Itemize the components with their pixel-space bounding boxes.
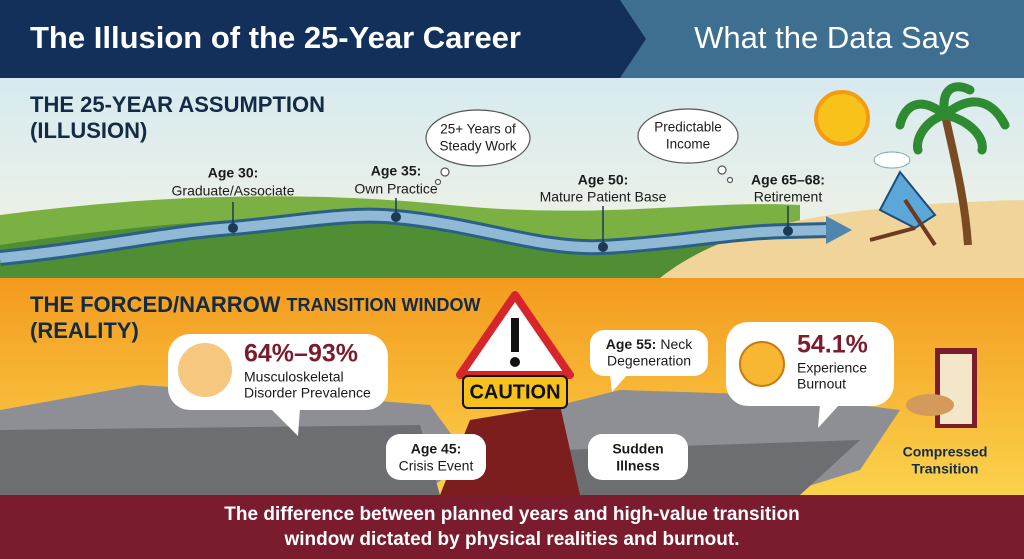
msk-stat: 64%–93%	[244, 340, 358, 368]
section-title: (ILLUSION)	[30, 118, 147, 143]
milestone-age: Age 50:	[578, 172, 629, 188]
title-small: TRANSITION WINDOW	[287, 295, 481, 315]
neck-text: Age 55: Neck	[606, 336, 693, 352]
thought-text: Steady Work	[439, 139, 516, 154]
milestone-age: Age 35:	[371, 163, 422, 179]
section-title: THE 25-YEAR ASSUMPTION	[30, 92, 325, 117]
milestone-label: Own Practice	[354, 181, 437, 197]
back-icon	[178, 343, 232, 397]
callout-tail	[818, 404, 840, 428]
footer-text: The difference between planned years and…	[224, 504, 799, 525]
sand	[660, 200, 1024, 278]
milestone-dots	[228, 212, 793, 252]
exclaim	[511, 318, 519, 352]
header-subtitle: What the Data Says	[694, 20, 970, 55]
title-big: THE FORCED/NARROW	[30, 292, 281, 317]
exit-text: Transition	[912, 461, 979, 477]
msk-text: Disorder Prevalence	[244, 385, 371, 401]
header-left-bg	[0, 0, 646, 78]
palm-trunk	[941, 114, 972, 246]
caution-sign	[462, 375, 568, 409]
stressed-face	[739, 341, 785, 387]
crisis-age: Age 45:	[411, 441, 462, 457]
footer-bg	[0, 495, 1024, 559]
illness-text: Sudden	[612, 441, 663, 457]
section-title: THE FORCED/NARROW TRANSITION WINDOW	[30, 292, 481, 317]
neck-text: Degeneration	[607, 353, 691, 369]
exit-text: Compressed	[903, 444, 988, 460]
milestone-label: Retirement	[754, 189, 823, 205]
neck-callout	[590, 330, 708, 376]
msk-text: Musculoskeletal	[244, 369, 344, 385]
milestone-age: Age 65–68:	[751, 172, 825, 188]
thought-clouds	[425, 108, 739, 186]
palm-leaves	[895, 82, 1010, 155]
burnout-stat: 54.1%	[797, 331, 868, 359]
handshake	[906, 394, 954, 416]
section-title: (REALITY)	[30, 318, 139, 343]
small-cloud	[873, 151, 911, 169]
milestone-label: Mature Patient Base	[540, 189, 667, 205]
crisis-text: Crisis Event	[399, 458, 474, 474]
header-title: The Illusion of the 25-Year Career	[30, 20, 521, 55]
footer-text: window dictated by physical realities an…	[283, 529, 739, 550]
milestone-label: Graduate/Associate	[172, 183, 295, 199]
illness-text: Illness	[616, 458, 660, 474]
beach-chair	[869, 170, 937, 247]
cliff-left-face	[0, 425, 440, 495]
callout-tail	[610, 374, 628, 392]
thought-text: 25+ Years of	[440, 122, 516, 137]
thought-text: Income	[666, 137, 710, 152]
caution-text: CAUTION	[469, 381, 560, 403]
crisis-callout	[386, 434, 486, 480]
burnout-text: Burnout	[797, 376, 846, 392]
neck-rest: Neck	[660, 336, 693, 352]
road-arrow	[826, 216, 852, 244]
neck-age: Age 55:	[606, 336, 657, 352]
sun	[814, 90, 870, 146]
milestone-age: Age 30:	[208, 165, 259, 181]
thought-text: Predictable	[654, 120, 722, 135]
callout-tail	[270, 408, 300, 436]
exclaim-dot	[510, 357, 520, 367]
burnout-text: Experience	[797, 360, 867, 376]
illness-callout	[588, 434, 688, 480]
